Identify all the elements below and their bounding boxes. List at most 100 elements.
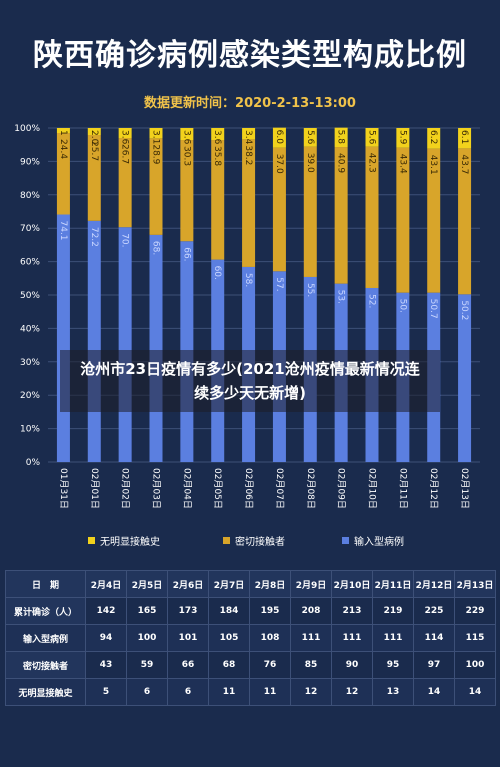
bar-value-label: 43.4 [397,154,407,174]
bar-value-label: 57. [274,277,284,291]
chart-title: 陕西确诊病例感染类型构成比例 [33,38,467,73]
x-tick-label: 02月05日 [212,468,223,509]
table-cell: 165 [126,597,168,625]
bar-segment [56,133,70,215]
bar-segment [303,128,317,147]
table-cell: 105 [208,624,250,652]
row-label: 累计确诊（人） [5,597,86,625]
table-header-cell: 2月9日 [290,570,332,598]
table-header-cell: 日 期 [5,570,86,598]
bar-value-label: 3.4 [243,130,253,145]
table-cell: 66 [167,651,209,679]
bar-segment [180,140,194,242]
bar-segment [149,234,163,462]
bar-value-label: 40.9 [336,153,346,173]
bar-value-label: 58. [243,273,253,287]
y-tick-label: 70% [20,224,40,234]
bar-value-label: 3.6 [120,130,130,145]
bar-value-label: 5.8 [336,130,346,145]
y-tick-label: 90% [20,157,40,167]
table-cell: 43 [85,651,127,679]
legend-label-imported: 输入型病例 [354,537,404,548]
x-tick-label: 02月07日 [274,468,285,509]
legend-swatch-imported [342,537,349,544]
bar-segment [118,227,132,462]
y-tick-label: 80% [20,191,40,201]
bar-value-label: 74.1 [58,221,68,241]
table-cell: 11 [208,678,250,706]
bar-segment [242,139,256,267]
table-cell: 90 [331,651,373,679]
bar-segment [180,128,194,141]
legend-item-imported: 输入型病例 [342,533,404,548]
bar-value-label: 1 [58,130,68,136]
caption-text: 沧州市23日疫情有多少(2021沧州疫情最新情况连续多少天无新增) [80,360,420,402]
bar-value-label: 6.0 [274,130,284,145]
bar-value-label: 6.2 [428,130,438,144]
legend-swatch-contact [223,537,230,544]
x-tick-label: 02月10日 [367,468,378,509]
bar-segment [149,128,163,139]
bar-segment [118,138,132,228]
table-cell: 111 [331,624,373,652]
bar-segment [242,128,256,140]
table-cell: 111 [290,624,332,652]
bar-value-label: 43.1 [428,155,438,175]
x-tick-label: 01月31日 [58,468,69,509]
bar-value-label: 52. [367,294,377,308]
table-header-cell: 2月5日 [126,570,168,598]
bar-segment [272,127,286,148]
legend-item-unknown: 无明显接触史 [88,533,160,548]
y-tick-label: 60% [20,258,40,268]
stacked-bar-chart: 0% 10% 20% 30% 40% 50% 60% 70% 80% 90% 100% 74.1 24.… [14,124,480,509]
caption-overlay: 沧州市23日疫情有多少(2021沧州疫情最新情况连续多少天无新增) [60,350,440,412]
bar-value-label: 30.3 [181,146,191,166]
bar-value-label: 25.7 [89,141,99,161]
bar-value-label: 3.6 [181,130,191,145]
table-header-cell: 2月8日 [249,570,291,598]
table-header-cell: 2月4日 [85,570,127,598]
bar-segment [365,128,379,147]
bar-value-label: 53. [336,290,346,304]
y-tick-label: 20% [20,391,40,401]
table-row: 无明显接触史 5 6 6 11 11 12 12 13 14 14 [5,678,496,706]
bar-value-label: 2.0 [89,130,99,145]
table-header-cell: 2月13日 [454,570,496,598]
table-cell: 100 [126,624,168,652]
bar-segment [458,294,472,462]
x-tick-label: 02月09日 [336,468,347,509]
bar-value-label: 26.7 [120,144,130,164]
table-cell: 108 [249,624,291,652]
row-label: 无明显接触史 [5,678,86,706]
bar-value-label: 43.7 [459,154,469,174]
bar-segment [56,128,70,134]
bar-value-label: 5.6 [367,130,377,145]
bar-segment [211,140,225,260]
bar-segment [211,128,225,141]
table-header-cell: 2月10日 [331,570,373,598]
table-cell: 14 [454,678,496,706]
x-tick-label: 02月04日 [181,468,192,509]
bar-segment [334,147,348,284]
bar-segment [56,214,70,462]
bar-value-label: 60. [212,266,222,280]
table-cell: 94 [85,624,127,652]
legend-item-contact: 密切接触者 [223,533,285,548]
bar-segment [272,147,286,272]
bar-value-label: 39.0 [305,153,315,173]
bar-value-label: 28.9 [151,144,161,164]
x-tick-label: 02月01日 [89,468,100,509]
table-cell: 219 [372,597,414,625]
table-cell: 14 [413,678,455,706]
x-tick-label: 02月03日 [151,468,162,509]
x-tick-label: 02月02日 [120,468,131,509]
y-tick-label: 50% [20,291,40,301]
table-header-cell: 2月7日 [208,570,250,598]
x-tick-label: 02月08日 [305,468,316,509]
bar-value-label: 70. [120,233,130,247]
bar-segment [427,128,441,149]
table-cell: 100 [454,651,496,679]
bar-segment [118,128,132,139]
y-tick-label: 100% [14,124,40,134]
bar-value-label: 55. [305,283,315,297]
